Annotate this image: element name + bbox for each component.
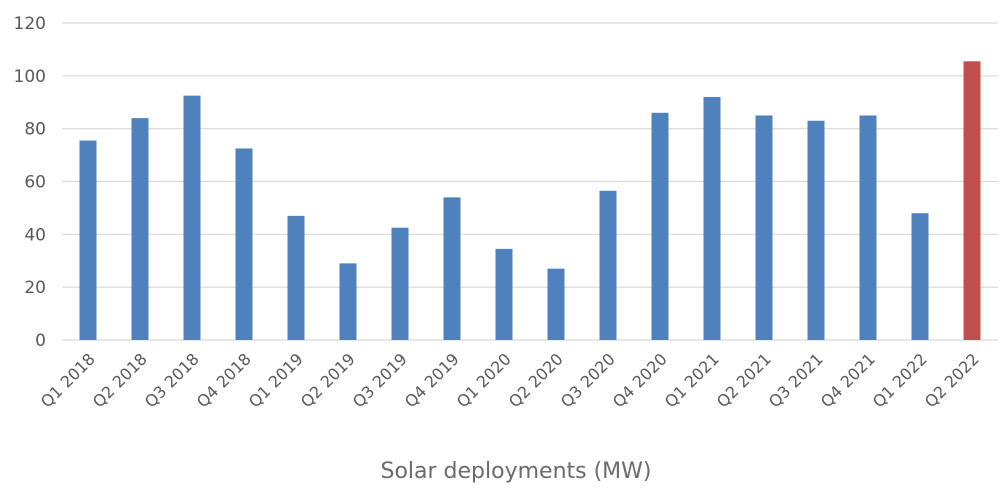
x-tick-label: Q4 2018 [193,349,255,411]
y-tick-label: 0 [35,331,46,351]
bar [547,268,565,340]
x-tick-label: Q2 2022 [921,349,983,411]
x-tick-label: Q4 2020 [609,349,671,411]
bars [79,61,981,340]
bar [651,112,669,340]
bar [911,213,929,340]
bar [859,115,877,340]
x-tick-label: Q2 2018 [89,349,151,411]
bar [131,118,149,340]
y-axis: 0 20 40 60 80 100 120 [14,14,46,351]
bar [287,215,305,340]
bar [963,61,981,340]
x-tick-label: Q3 2021 [765,349,827,411]
x-tick-label: Q3 2019 [349,349,411,411]
bar [495,248,513,340]
y-tick-label: 60 [24,173,46,193]
y-tick-label: 20 [24,278,46,298]
gridlines [62,22,998,341]
bar [235,148,253,340]
y-tick-label: 100 [14,67,46,87]
bar [339,263,357,340]
x-tick-label: Q2 2021 [713,349,775,411]
bar [183,95,201,340]
x-tick-label: Q3 2020 [557,349,619,411]
bar [391,227,409,340]
x-tick-label: Q1 2020 [453,349,515,411]
x-tick-label: Q2 2020 [505,349,567,411]
x-tick-label: Q4 2019 [401,349,463,411]
x-tick-label: Q4 2021 [817,349,879,411]
bar [443,197,461,340]
bar [599,190,617,340]
x-axis-title: Solar deployments (MW) [380,459,651,484]
x-tick-label: Q1 2022 [869,349,931,411]
x-tick-label: Q2 2019 [297,349,359,411]
bar [807,120,825,340]
bar [755,115,773,340]
y-tick-label: 80 [24,120,46,140]
bar [703,96,721,340]
bar [79,140,97,340]
x-tick-label: Q3 2018 [141,349,203,411]
x-tick-label: Q1 2021 [661,349,723,411]
x-tick-label: Q1 2019 [245,349,307,411]
x-tick-label: Q1 2018 [37,349,99,411]
y-tick-label: 40 [24,225,46,245]
y-tick-label: 120 [14,14,46,34]
